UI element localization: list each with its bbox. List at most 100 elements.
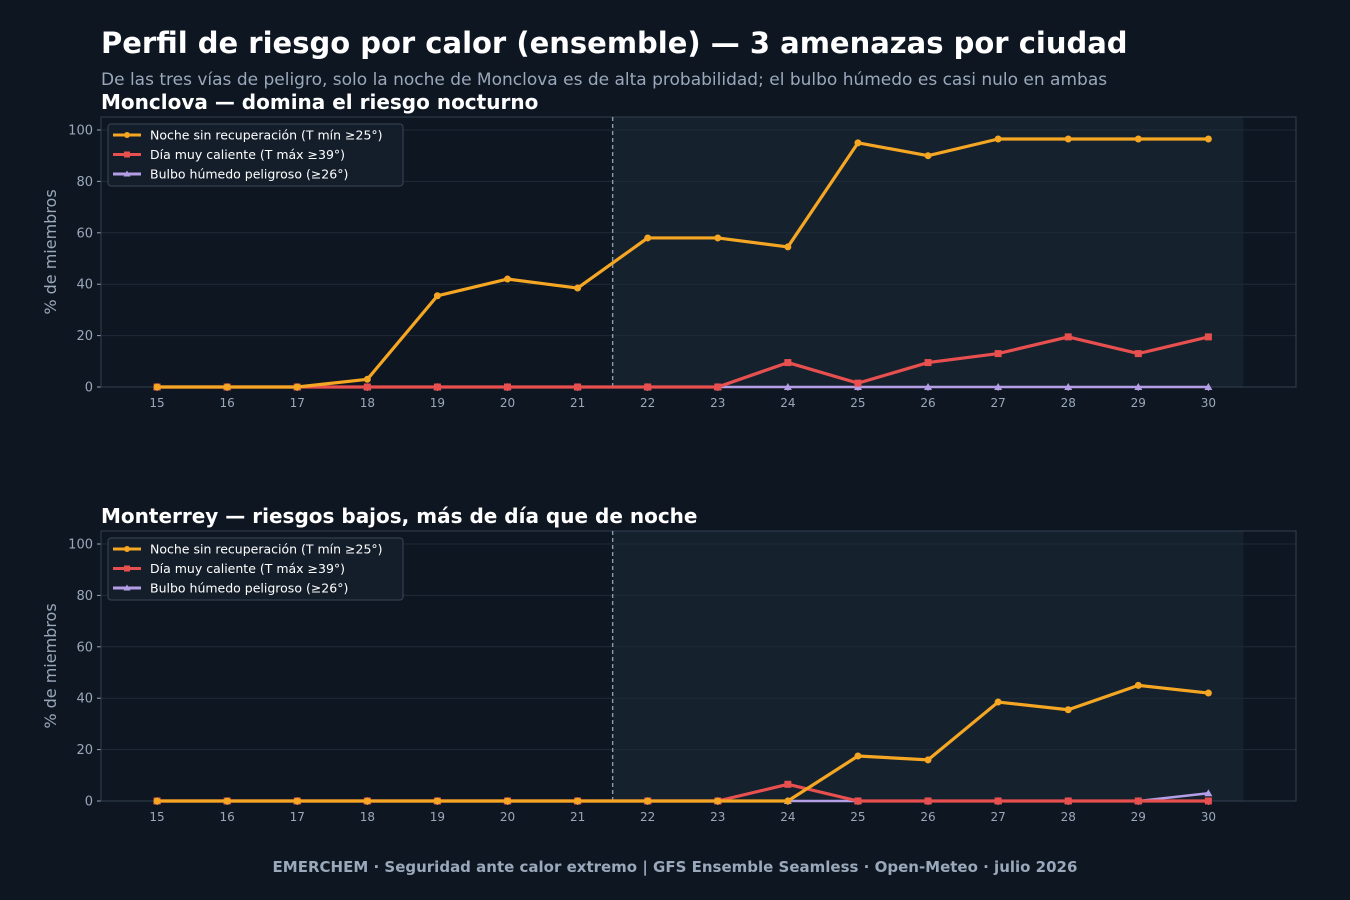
forecast-region (612, 531, 1244, 801)
y-tick-label: 40 (76, 692, 93, 707)
legend-label: Noche sin recuperación (T mín ≥25°) (150, 128, 383, 143)
x-tick-label: 15 (149, 396, 164, 410)
data-point (994, 698, 1002, 706)
x-tick-label: 19 (430, 396, 445, 410)
series-line (157, 137, 1209, 389)
y-tick-label: 0 (85, 381, 93, 396)
legend-item: Bulbo húmedo peligroso (≥26°) (113, 581, 348, 596)
data-point (784, 797, 792, 805)
data-point (433, 797, 441, 805)
data-point (784, 780, 792, 788)
data-point (574, 383, 582, 391)
data-point (714, 383, 722, 391)
y-tick-label: 0 (85, 795, 93, 810)
y-tick-label: 60 (76, 640, 93, 655)
y-axis-label: % de miembros (41, 603, 60, 728)
x-tick-label: 22 (640, 396, 655, 410)
data-point (924, 359, 932, 367)
data-point (1134, 350, 1142, 358)
x-tick-label: 28 (1061, 396, 1076, 410)
y-tick-label: 40 (76, 278, 93, 293)
y-tick-label: 80 (76, 175, 93, 190)
x-tick-label: 27 (990, 810, 1005, 824)
legend-box (107, 123, 404, 187)
data-point (784, 359, 792, 367)
x-tick-label: 29 (1131, 810, 1146, 824)
data-point (783, 383, 792, 390)
x-tick-label: 29 (1131, 396, 1146, 410)
data-point (574, 284, 582, 292)
data-point (1134, 383, 1143, 390)
data-point (574, 797, 582, 805)
legend-label: Bulbo húmedo peligroso (≥26°) (150, 167, 348, 182)
y-tick-label: 60 (76, 226, 93, 241)
page-title: Perfil de riesgo por calor (ensemble) — … (101, 26, 1128, 60)
legend-item: Noche sin recuperación (T mín ≥25°) (113, 128, 383, 143)
data-point (223, 383, 231, 391)
data-point (1134, 681, 1142, 689)
x-tick-label: 20 (500, 396, 515, 410)
legend-box (107, 537, 404, 601)
x-tick-label: 22 (640, 810, 655, 824)
legend-item: Bulbo húmedo peligroso (≥26°) (113, 167, 348, 182)
x-tick-label: 24 (780, 396, 795, 410)
data-point (153, 797, 161, 805)
data-point (854, 797, 862, 805)
data-point (1204, 689, 1212, 697)
data-point (994, 383, 1003, 390)
x-tick-label: 17 (290, 396, 305, 410)
legend-label: Bulbo húmedo peligroso (≥26°) (150, 581, 348, 596)
data-point (363, 383, 371, 391)
x-tick-label: 19 (430, 810, 445, 824)
y-tick-label: 20 (76, 329, 93, 344)
footer-credits: EMERCHEM · Seguridad ante calor extremo … (272, 858, 1078, 876)
x-tick-label: 16 (220, 810, 235, 824)
data-point (924, 383, 933, 390)
data-point (714, 234, 722, 242)
data-point (714, 797, 722, 805)
legend-marker (123, 584, 131, 591)
data-point (644, 797, 652, 805)
legend-marker (124, 565, 130, 572)
data-point (1204, 383, 1213, 390)
data-point (1064, 797, 1072, 805)
x-tick-label: 26 (920, 810, 935, 824)
x-tick-label: 30 (1201, 396, 1216, 410)
data-point (504, 275, 512, 283)
data-point (994, 135, 1002, 143)
x-tick-label: 27 (990, 396, 1005, 410)
y-axis-label: % de miembros (41, 189, 60, 314)
x-tick-label: 23 (710, 810, 725, 824)
legend-item: Noche sin recuperación (T mín ≥25°) (113, 542, 383, 557)
data-point (1134, 797, 1142, 805)
y-tick-label: 100 (68, 538, 93, 553)
panel-title: Monclova — domina el riesgo nocturno (101, 90, 538, 114)
x-tick-label: 18 (360, 396, 375, 410)
series-line (157, 683, 1209, 803)
x-tick-label: 23 (710, 396, 725, 410)
data-point (784, 243, 792, 251)
legend-label: Día muy caliente (T máx ≥39°) (150, 561, 345, 576)
data-point (1204, 789, 1213, 797)
legend: Noche sin recuperación (T mín ≥25°) Día m… (107, 123, 404, 187)
y-tick-label: 20 (76, 743, 93, 758)
x-tick-label: 20 (500, 810, 515, 824)
data-point (924, 756, 932, 764)
chart-panel-1: 0 20 40 60 80 100 15 16 17 18 19 20 21 22 23 24 25 26 27 28… (41, 90, 1297, 410)
data-point (153, 383, 161, 391)
data-point (924, 797, 932, 805)
series-noche (153, 681, 1212, 805)
data-point (293, 383, 301, 391)
data-point (644, 383, 652, 391)
data-point (363, 375, 371, 383)
x-tick-label: 16 (220, 396, 235, 410)
data-point (1064, 135, 1072, 143)
data-point (994, 350, 1002, 358)
chart-panel-2: 0 20 40 60 80 100 15 16 17 18 19 20 21 22 23 24 25 26 27 28… (41, 504, 1297, 824)
data-point (1064, 383, 1073, 390)
data-point (504, 383, 512, 391)
forecast-region (612, 117, 1244, 387)
x-tick-label: 26 (920, 396, 935, 410)
data-point (644, 234, 652, 242)
